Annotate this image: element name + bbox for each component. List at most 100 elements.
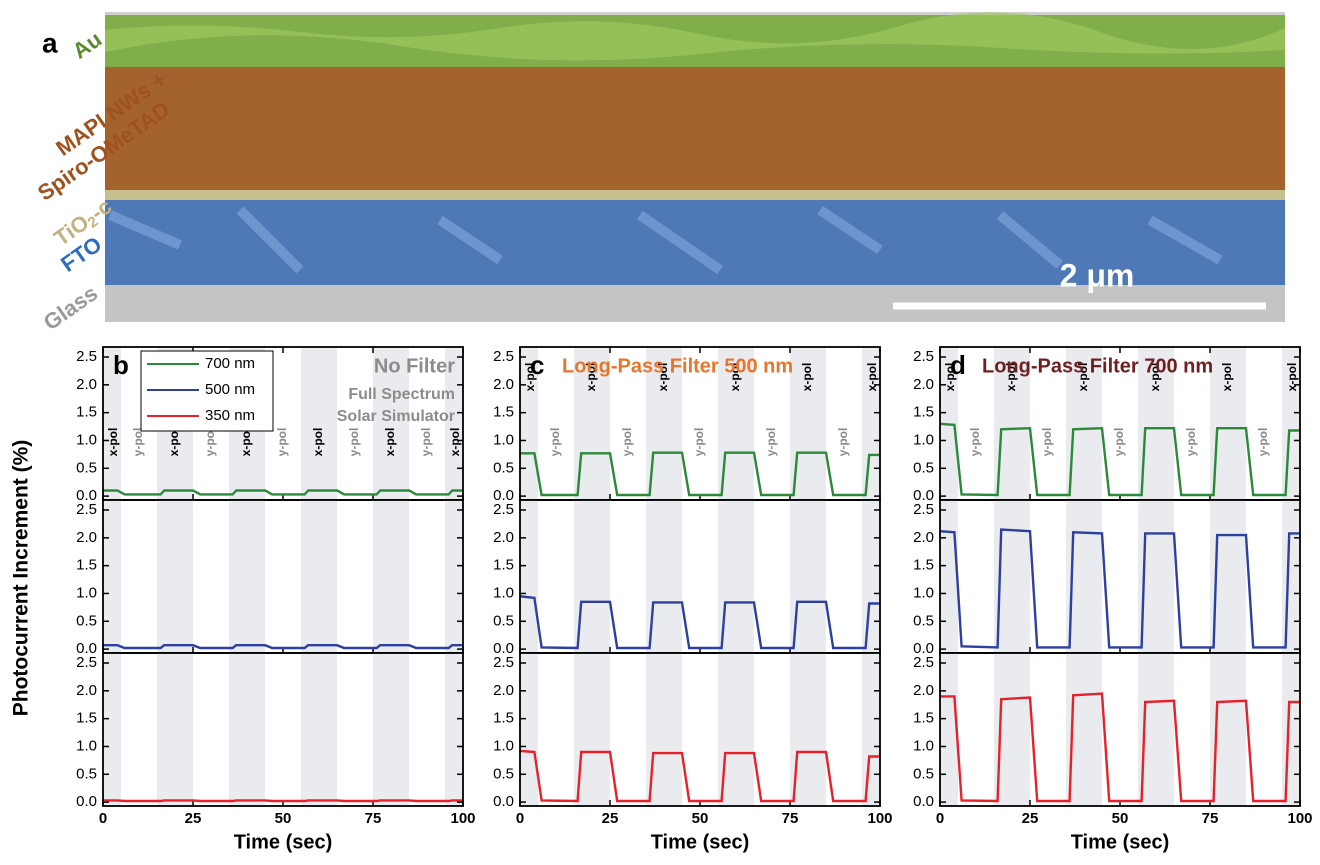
y-tick-label: 0.0 bbox=[913, 487, 934, 504]
polarization-band bbox=[229, 653, 265, 806]
y-tick-label: 2.0 bbox=[493, 529, 514, 546]
panel-title: No Filter bbox=[374, 355, 455, 377]
polarization-band bbox=[520, 500, 538, 653]
series-line bbox=[519, 595, 880, 650]
x-tick-label: 75 bbox=[365, 810, 382, 827]
polarization-band bbox=[1210, 347, 1246, 500]
y-tick-label: 1.0 bbox=[913, 431, 934, 448]
x-tick-label: 25 bbox=[602, 810, 619, 827]
sem-image: 2 μm bbox=[105, 12, 1285, 322]
polarization-label: y-pol bbox=[347, 428, 361, 457]
panel-label: a bbox=[42, 27, 58, 58]
y-tick-label: 1.5 bbox=[76, 404, 97, 421]
polarization-band bbox=[1066, 347, 1102, 500]
x-axis-label: Time (sec) bbox=[1071, 831, 1170, 853]
polarization-band bbox=[1138, 347, 1174, 500]
x-tick-label: 50 bbox=[692, 810, 709, 827]
y-tick-label: 2.0 bbox=[493, 682, 514, 699]
polarization-band bbox=[157, 653, 193, 806]
polarization-label: x-pol bbox=[865, 363, 879, 392]
series-line bbox=[520, 451, 880, 497]
y-tick-label: 2.5 bbox=[913, 501, 934, 518]
y-tick-label: 1.0 bbox=[76, 584, 97, 601]
x-tick-label: 50 bbox=[1112, 810, 1129, 827]
polarization-label: y-pol bbox=[764, 428, 778, 457]
series-line bbox=[519, 749, 880, 803]
y-tick-label: 0.5 bbox=[76, 765, 97, 782]
polarization-label: x-pol bbox=[106, 428, 120, 457]
scale-bar-label: 2 μm bbox=[1060, 257, 1135, 293]
y-tick-label: 2.5 bbox=[493, 654, 514, 671]
x-tick-label: 25 bbox=[185, 810, 202, 827]
panel-subtitle: Solar Simulator bbox=[337, 408, 455, 425]
polarization-band bbox=[862, 653, 880, 806]
polarization-label: y-pol bbox=[419, 428, 433, 457]
polarization-band bbox=[103, 500, 121, 653]
x-tick-label: 0 bbox=[936, 810, 944, 827]
layer-label: Glass bbox=[39, 280, 102, 335]
polarization-band bbox=[940, 653, 958, 806]
y-tick-label: 2.5 bbox=[76, 654, 97, 671]
polarization-label: x-pol bbox=[584, 363, 598, 392]
polarization-label: y-pol bbox=[1256, 428, 1270, 457]
polarization-label: x-pol bbox=[167, 428, 181, 457]
plot-frame bbox=[519, 652, 881, 807]
y-tick-label: 2.5 bbox=[493, 501, 514, 518]
y-tick-label: 0.5 bbox=[493, 765, 514, 782]
polarization-label: x-pol bbox=[943, 363, 957, 392]
x-tick-label: 25 bbox=[1022, 810, 1039, 827]
y-tick-label: 0.5 bbox=[913, 612, 934, 629]
y-tick-label: 1.5 bbox=[493, 710, 514, 727]
legend-label: 700 nm bbox=[205, 355, 255, 372]
polarization-label: x-pol bbox=[1285, 363, 1299, 392]
polarization-label: x-pol bbox=[728, 363, 742, 392]
y-tick-label: 2.5 bbox=[913, 654, 934, 671]
polarization-label: y-pol bbox=[836, 428, 850, 457]
fto-texture bbox=[108, 205, 1223, 275]
series-line bbox=[939, 422, 1300, 497]
polarization-label: x-pol bbox=[383, 428, 397, 457]
x-tick-label: 100 bbox=[450, 810, 475, 827]
polarization-label: y-pol bbox=[131, 428, 145, 457]
y-tick-label: 1.5 bbox=[913, 557, 934, 574]
x-tick-label: 50 bbox=[275, 810, 292, 827]
y-tick-label: 2.5 bbox=[76, 348, 97, 365]
y-tick-label: 0.0 bbox=[913, 640, 934, 657]
au-texture bbox=[105, 12, 1285, 61]
series-line bbox=[103, 644, 463, 650]
x-axis-label: Time (sec) bbox=[651, 831, 750, 853]
y-tick-label: 0.5 bbox=[913, 765, 934, 782]
series-line bbox=[939, 528, 1300, 649]
polarization-label: y-pol bbox=[275, 428, 289, 457]
y-tick-label: 1.0 bbox=[913, 584, 934, 601]
polarization-label: y-pol bbox=[1184, 428, 1198, 457]
polarization-label: x-pol bbox=[656, 363, 670, 392]
y-tick-label: 0.5 bbox=[913, 459, 934, 476]
polarization-band bbox=[940, 500, 958, 653]
y-tick-label: 1.0 bbox=[493, 584, 514, 601]
polarization-label: x-pol bbox=[1004, 363, 1018, 392]
panel-label: d bbox=[950, 350, 966, 380]
y-tick-label: 0.5 bbox=[76, 612, 97, 629]
y-tick-label: 1.5 bbox=[76, 557, 97, 574]
y-tick-label: 2.0 bbox=[493, 376, 514, 393]
y-tick-label: 1.5 bbox=[76, 710, 97, 727]
panel-label: c bbox=[530, 350, 544, 380]
polarization-band bbox=[229, 500, 265, 653]
layer-label: Au bbox=[68, 26, 106, 63]
polarization-band bbox=[862, 500, 880, 653]
polarization-band bbox=[373, 347, 409, 500]
series-line bbox=[103, 799, 463, 803]
y-tick-label: 2.0 bbox=[913, 529, 934, 546]
y-tick-label: 1.0 bbox=[76, 737, 97, 754]
y-tick-label: 0.0 bbox=[493, 793, 514, 810]
x-axis-label: Time (sec) bbox=[234, 831, 333, 853]
mapi-layer bbox=[105, 67, 1285, 190]
x-tick-label: 0 bbox=[516, 810, 524, 827]
y-tick-label: 2.0 bbox=[913, 376, 934, 393]
y-tick-label: 2.5 bbox=[493, 348, 514, 365]
polarization-label: x-pol bbox=[523, 363, 537, 392]
polarization-label: x-pol bbox=[1220, 363, 1234, 392]
y-tick-label: 2.0 bbox=[76, 376, 97, 393]
